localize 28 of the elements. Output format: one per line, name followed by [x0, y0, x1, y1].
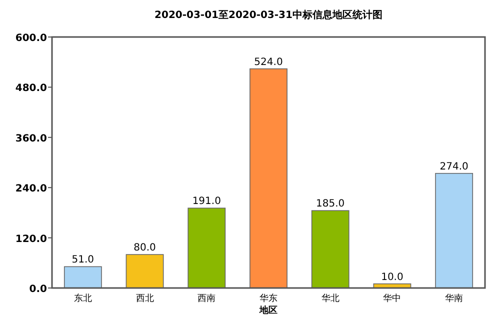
bar [64, 266, 102, 288]
x-axis-title: 地区 [258, 305, 278, 316]
y-tick-label: 600.0 [15, 33, 48, 44]
bar [250, 68, 288, 288]
x-tick-label: 西南 [198, 293, 216, 304]
data-label: 185.0 [316, 198, 345, 210]
x-tick-label: 华东 [260, 293, 278, 304]
x-tick-label: 华北 [321, 293, 340, 304]
y-tick-label: 0.0 [29, 284, 48, 295]
bar [126, 254, 164, 288]
x-tick-label: 东北 [74, 293, 92, 304]
bar [311, 210, 350, 288]
y-tick-label: 360.0 [15, 133, 48, 144]
x-tick-label: 西北 [136, 293, 154, 304]
data-label: 524.0 [254, 56, 283, 68]
data-label: 10.0 [381, 272, 404, 283]
chart-title: 2020-03-01至2020-03-31中标信息地区统计图 [154, 9, 382, 21]
x-tick-label: 华南 [445, 293, 464, 304]
bar [435, 172, 474, 288]
y-tick-label: 240.0 [15, 184, 48, 195]
data-label: 80.0 [134, 242, 156, 254]
x-tick-label: 华中 [383, 293, 402, 304]
y-tick-label: 480.0 [15, 83, 48, 94]
data-label: 191.0 [192, 196, 221, 208]
y-tick-label: 120.0 [15, 234, 48, 245]
bar [188, 208, 226, 288]
data-label: 274.0 [440, 161, 468, 172]
data-label: 51.0 [72, 254, 94, 266]
